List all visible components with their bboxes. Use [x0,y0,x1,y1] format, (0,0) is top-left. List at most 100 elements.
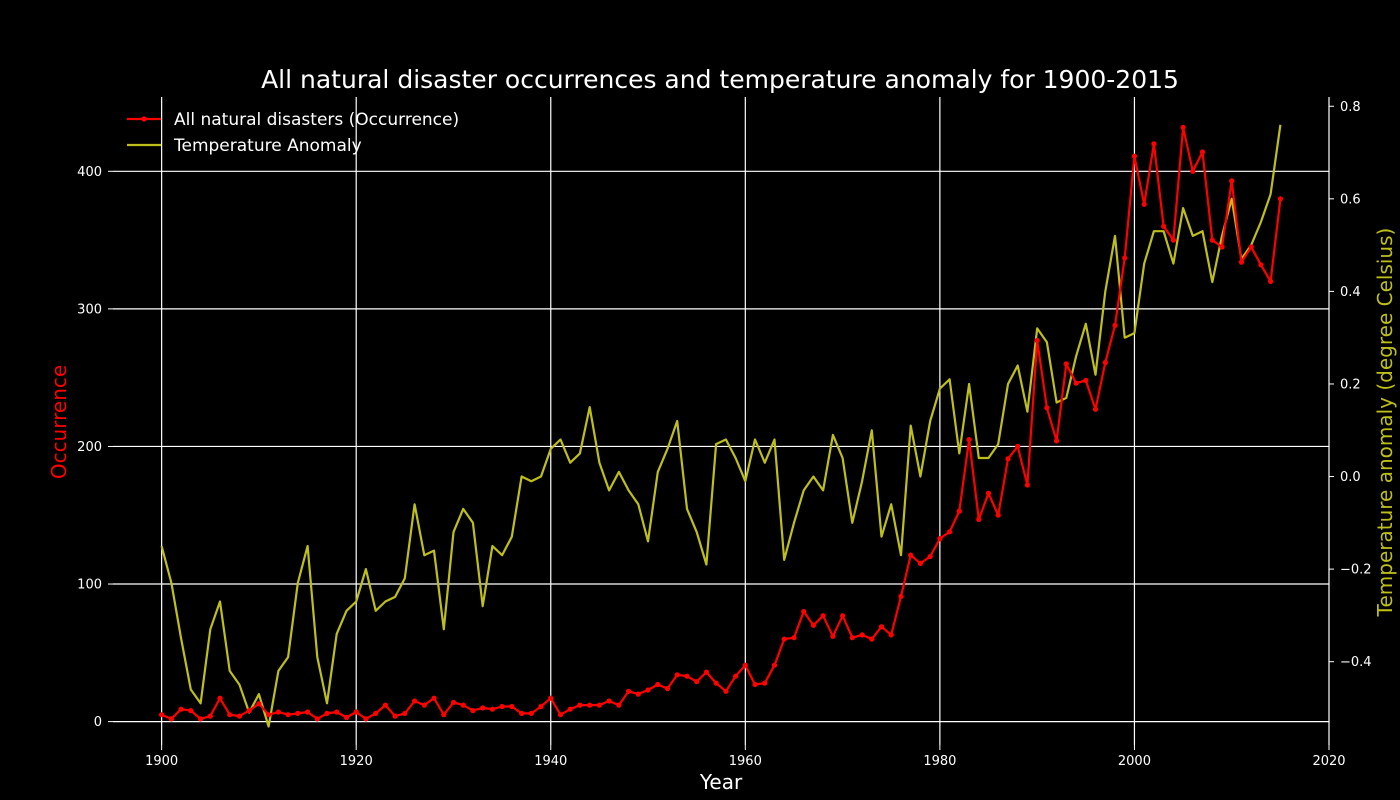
occurrence-point [509,703,515,710]
occurrence-point [596,702,603,708]
occurrence-point [810,622,817,628]
occurrence-point [353,709,359,715]
occurrence-point [917,560,924,567]
occurrence-point [343,714,350,721]
y-tick-label: 200 [77,440,102,455]
occurrence-point [655,681,661,688]
occurrence-point [1258,262,1264,268]
occurrence-point [402,710,408,717]
axes: 1900 1920 1940 1960 1980 2000 2020 0 100 200 300 40… [77,100,1371,769]
occurrence-point [266,712,272,718]
occurrence-point [1073,380,1079,386]
occurrence-point [762,680,768,686]
occurrence-point [1141,201,1147,207]
y2-tick-label: 0.6 [1340,192,1361,207]
x-tick-label: 1960 [729,754,762,769]
occurrence-point [606,698,612,704]
temperature-anomaly-line [160,124,1282,728]
occurrence-point [392,713,398,719]
occurrence-point [995,512,1001,518]
x-tick-label: 2000 [1118,754,1151,769]
occurrence-point [275,709,281,715]
x-tick-label: 1940 [534,754,567,769]
y-tick-label: 0 [94,715,102,730]
occurrence-point [752,681,758,688]
occurrence-point [1219,244,1225,250]
occurrence-point [723,688,729,694]
occurrence-point [674,672,680,678]
occurrence-point [538,703,544,710]
series-layer [159,124,1283,728]
grid [113,97,1330,745]
occurrence-point [168,716,174,722]
occurrence-point [733,673,739,679]
occurrence-point [178,706,184,712]
occurrence-point [1122,255,1128,261]
occurrence-point [1024,482,1030,488]
occurrence-point [324,710,330,717]
occurrence-point [159,712,165,718]
occurrence-point [1005,456,1011,462]
occurrence-point [227,712,233,718]
occurrence-point [1180,124,1186,130]
occurrence-point [373,710,379,717]
occurrence-point [1015,443,1021,450]
occurrence-point [985,490,992,496]
occurrence-point [1151,141,1157,147]
occurrence-point [1268,278,1274,284]
occurrence-point [246,708,252,714]
occurrence-point [1083,377,1089,383]
occurrence-point [528,710,534,717]
occurrence-point [1161,223,1167,229]
legend-occurrence-marker [141,116,147,122]
occurrence-point [1102,359,1108,366]
occurrence-point [956,508,962,514]
occurrence-point [820,613,826,619]
y2-tick-label: −0.2 [1340,563,1372,578]
occurrence-point [713,680,719,686]
occurrence-point [285,712,291,718]
y2-tick-label: 0.2 [1340,377,1361,392]
occurrence-point [947,529,953,535]
legend-temperature-label: Temperature Anomaly [173,136,362,156]
occurrence-point [1277,196,1283,202]
occurrence-point [489,706,495,712]
y2-axis-title: Temperature anomaly (degree Celsius) [1373,228,1397,618]
occurrence-point [207,713,213,719]
occurrence-point [460,702,466,708]
chart-title: All natural disaster occurrences and tem… [261,65,1179,94]
occurrence-point [1209,237,1215,243]
occurrence-point [908,552,914,558]
occurrence-point [684,673,690,679]
occurrence-point [188,708,194,714]
occurrence-point [830,633,836,639]
occurrence-point [781,636,787,642]
occurrence-point [470,708,476,714]
occurrence-point [1229,178,1235,184]
occurrence-point [412,698,418,704]
occurrence-point [840,613,846,619]
occurrence-point [801,608,807,615]
occurrence-point [1092,406,1099,412]
occurrence-point [791,635,797,641]
occurrence-point [742,662,748,668]
occurrence-point [382,702,388,708]
occurrence-point [1063,361,1069,367]
occurrence-point [616,702,622,708]
occurrence-point [548,695,554,701]
y-tick-label: 100 [77,578,102,593]
occurrence-point [441,712,447,718]
x-tick-label: 1980 [923,754,956,769]
occurrence-point [664,686,671,692]
x-tick-label: 1920 [340,754,373,769]
occurrence-point [587,702,593,708]
occurrence-point [1034,337,1040,344]
occurrence-point [694,679,700,685]
occurrence-point [256,701,262,707]
y2-tick-label: 0.8 [1340,100,1361,115]
legend-occurrence-label: All natural disasters (Occurrence) [174,110,459,130]
occurrence-point [557,712,564,718]
occurrence-point [635,691,641,697]
occurrence-point [1044,405,1050,411]
